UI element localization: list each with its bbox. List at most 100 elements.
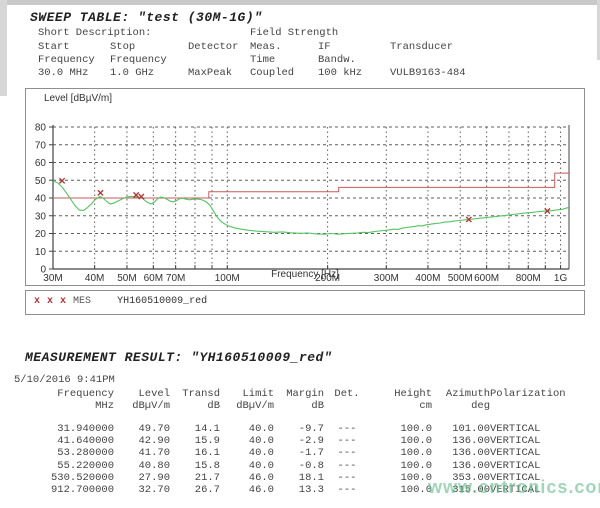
y-tick-label: 40 bbox=[35, 194, 47, 205]
table-unit-row: MHzdBµV/mdBdBµV/mdBcmdeg bbox=[18, 400, 594, 412]
table-row-cell: 15.9 bbox=[170, 435, 220, 447]
table-row-cell: 100.0 bbox=[370, 447, 432, 459]
table-row-cell: VERTICAL bbox=[490, 435, 594, 447]
table-row: 55.22000040.8015.840.0-0.8---100.0136.00… bbox=[18, 459, 594, 471]
table-row-cell: 100.0 bbox=[370, 484, 432, 496]
table-row-cell: 41.70 bbox=[114, 447, 170, 459]
table-unit-row-cell: dB bbox=[274, 400, 324, 412]
table-row-cell: 46.0 bbox=[220, 484, 274, 496]
table-row-cell: -2.9 bbox=[274, 435, 324, 447]
table-row-cell: 27.90 bbox=[114, 472, 170, 484]
table-row-cell: 49.70 bbox=[114, 423, 170, 435]
table-row-cell: 26.7 bbox=[170, 484, 220, 496]
table-row-cell: VERTICAL bbox=[490, 447, 594, 459]
table-row-cell: 40.0 bbox=[220, 423, 274, 435]
y-tick-label: 10 bbox=[35, 247, 47, 258]
table-row: 31.94000049.7014.140.0-9.7---100.0101.00… bbox=[18, 423, 594, 435]
table-unit-row-cell: dB bbox=[170, 400, 220, 412]
table-header-row-cell: Frequency bbox=[18, 388, 114, 400]
legend-trace-name: YH160510009_red bbox=[117, 296, 207, 307]
sweep-column: Meas. Time Coupled bbox=[250, 41, 294, 80]
table-header-row-cell: Limit bbox=[220, 388, 274, 400]
x-axis-title: Frequency [Hz] bbox=[26, 269, 584, 280]
table-row-cell: 136.00 bbox=[432, 435, 490, 447]
page-edge-left bbox=[0, 0, 7, 96]
sweep-chart-panel: Level [dBµV/m] 0102030405060708030M40M50… bbox=[25, 88, 585, 286]
page-edge-top bbox=[0, 0, 600, 5]
sweep-column: Stop Frequency 1.0 GHz bbox=[110, 41, 167, 80]
table-header-row-cell: Transd bbox=[170, 388, 220, 400]
table-header-row-cell: Level bbox=[114, 388, 170, 400]
table-header-row-cell: Height bbox=[370, 388, 432, 400]
table-spacer-row bbox=[18, 413, 594, 423]
table-row-cell: 18.1 bbox=[274, 472, 324, 484]
table-unit-row-cell bbox=[490, 400, 594, 412]
y-axis-title: Level [dBµV/m] bbox=[44, 93, 112, 104]
table-row-cell: --- bbox=[324, 484, 370, 496]
table-row-cell: -9.7 bbox=[274, 423, 324, 435]
table-row-cell: 32.70 bbox=[114, 484, 170, 496]
table-row-cell: 42.90 bbox=[114, 435, 170, 447]
table-unit-row-cell bbox=[324, 400, 370, 412]
short-description-label: Short Description: bbox=[38, 27, 151, 39]
table-row-cell: 15.8 bbox=[170, 459, 220, 471]
trace-marker-icon: x bbox=[34, 296, 40, 307]
table-row-cell: 136.00 bbox=[432, 447, 490, 459]
table-row-cell: 40.80 bbox=[114, 459, 170, 471]
sweep-column: Start Frequency 30.0 MHz bbox=[38, 41, 95, 80]
limit-line bbox=[53, 173, 569, 198]
y-tick-label: 70 bbox=[35, 140, 47, 151]
table-row-cell: -1.7 bbox=[274, 447, 324, 459]
sweep-column: Transducer VULB9163-484 bbox=[390, 41, 466, 80]
y-tick-label: 80 bbox=[35, 123, 47, 134]
y-tick-label: 60 bbox=[35, 158, 47, 169]
table-header-row-cell: Azimuth bbox=[432, 388, 490, 400]
table-header-row-cell: Det. bbox=[324, 388, 370, 400]
y-tick-label: 20 bbox=[35, 229, 47, 240]
table-row-cell: 13.3 bbox=[274, 484, 324, 496]
table-row-cell: VERTICAL bbox=[490, 423, 594, 435]
table-row-cell: 101.00 bbox=[432, 423, 490, 435]
table-unit-row-cell: dBµV/m bbox=[114, 400, 170, 412]
table-row-cell: 55.220000 bbox=[18, 459, 114, 471]
table-row-cell: --- bbox=[324, 472, 370, 484]
table-row-cell: 100.0 bbox=[370, 472, 432, 484]
table-row: 41.64000042.9015.940.0-2.9---100.0136.00… bbox=[18, 435, 594, 447]
table-row-cell: 16.1 bbox=[170, 447, 220, 459]
table-row-cell: 41.640000 bbox=[18, 435, 114, 447]
table-header-row: FrequencyLevelTransdLimitMarginDet.Heigh… bbox=[18, 388, 594, 400]
table-row: 53.28000041.7016.140.0-1.7---100.0136.00… bbox=[18, 447, 594, 459]
table-row-cell: 100.0 bbox=[370, 423, 432, 435]
table-row-cell: 40.0 bbox=[220, 459, 274, 471]
measurement-result-title: MEASUREMENT RESULT: "YH160510009_red" bbox=[25, 350, 332, 365]
table-row-cell: 21.7 bbox=[170, 472, 220, 484]
measured-trace bbox=[53, 181, 568, 234]
table-unit-row-cell: MHz bbox=[18, 400, 114, 412]
trace-marker-icon: x bbox=[60, 296, 66, 307]
table-row-cell: 100.0 bbox=[370, 459, 432, 471]
chart-svg: 0102030405060708030M40M50M60M70M100M200M… bbox=[26, 105, 584, 283]
table-row-cell: 31.940000 bbox=[18, 423, 114, 435]
table-row-cell: 100.0 bbox=[370, 435, 432, 447]
y-tick-label: 30 bbox=[35, 211, 47, 222]
watermark: www.cntronics.com bbox=[428, 477, 600, 498]
table-row-cell: --- bbox=[324, 447, 370, 459]
trace-marker-icon: x bbox=[47, 296, 53, 307]
table-row-cell: -0.8 bbox=[274, 459, 324, 471]
table-row-cell: VERTICAL bbox=[490, 459, 594, 471]
table-row-cell: 136.00 bbox=[432, 459, 490, 471]
legend-trace-label: MES bbox=[73, 296, 91, 307]
table-row-cell: 40.0 bbox=[220, 447, 274, 459]
table-header-row-cell: Margin bbox=[274, 388, 324, 400]
table-row-cell: 53.280000 bbox=[18, 447, 114, 459]
sweep-table-title: SWEEP TABLE: "test (30M-1G)" bbox=[30, 10, 262, 25]
table-row-cell: --- bbox=[324, 459, 370, 471]
table-unit-row-cell: cm bbox=[370, 400, 432, 412]
legend-marker-icons: xxx bbox=[34, 296, 73, 307]
table-row-cell: 14.1 bbox=[170, 423, 220, 435]
sweep-column: IF Bandw. 100 kHz bbox=[318, 41, 362, 80]
short-description-value: Field Strength bbox=[250, 27, 338, 39]
table-unit-row-cell: dBµV/m bbox=[220, 400, 274, 412]
sweep-column: Detector MaxPeak bbox=[188, 41, 238, 80]
table-unit-row-cell: deg bbox=[432, 400, 490, 412]
